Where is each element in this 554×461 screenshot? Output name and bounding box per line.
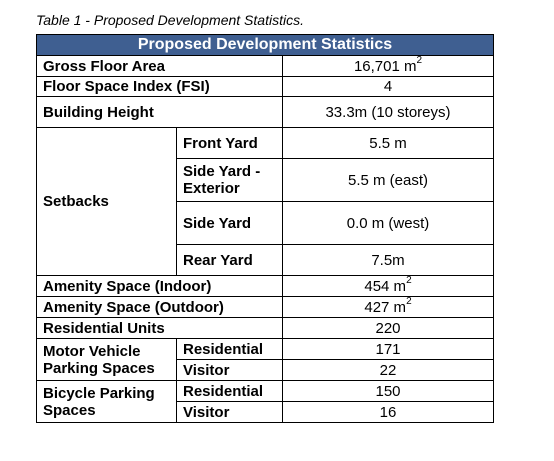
bicycle-parking-label: Bicycle Parking Spaces [36,380,177,423]
vehicle-visitor-value: 22 [282,359,494,381]
gross-floor-area-value: 16,701 m2 [282,55,494,77]
fsi-label: Floor Space Index (FSI) [36,76,283,97]
fsi-value: 4 [282,76,494,97]
vehicle-residential-value: 171 [282,338,494,360]
building-height-value: 33.3m (10 storeys) [282,96,494,128]
side-yard-exterior-value: 5.5 m (east) [282,158,494,202]
development-statistics-table: Proposed Development Statistics Gross Fl… [36,34,494,423]
residential-units-label: Residential Units [36,317,283,339]
residential-units-value: 220 [282,317,494,339]
side-yard-exterior-label: Side Yard - Exterior [176,158,283,202]
amenity-indoor-label: Amenity Space (Indoor) [36,275,283,297]
table-header: Proposed Development Statistics [36,34,494,56]
bicycle-visitor-label: Visitor [176,401,283,423]
side-yard-value: 0.0 m (west) [282,201,494,245]
setbacks-label: Setbacks [36,127,177,276]
gross-floor-area-label: Gross Floor Area [36,55,283,77]
bicycle-residential-label: Residential [176,380,283,402]
bicycle-visitor-value: 16 [282,401,494,423]
side-yard-label: Side Yard [176,201,283,245]
amenity-indoor-value: 454 m2 [282,275,494,297]
front-yard-value: 5.5 m [282,127,494,159]
amenity-outdoor-value: 427 m2 [282,296,494,318]
bicycle-residential-value: 150 [282,380,494,402]
vehicle-residential-label: Residential [176,338,283,360]
vehicle-visitor-label: Visitor [176,359,283,381]
amenity-outdoor-label: Amenity Space (Outdoor) [36,296,283,318]
building-height-label: Building Height [36,96,283,128]
table-caption: Table 1 - Proposed Development Statistic… [36,12,304,28]
motor-vehicle-parking-label: Motor Vehicle Parking Spaces [36,338,177,381]
rear-yard-label: Rear Yard [176,244,283,276]
rear-yard-value: 7.5m [282,244,494,276]
front-yard-label: Front Yard [176,127,283,159]
